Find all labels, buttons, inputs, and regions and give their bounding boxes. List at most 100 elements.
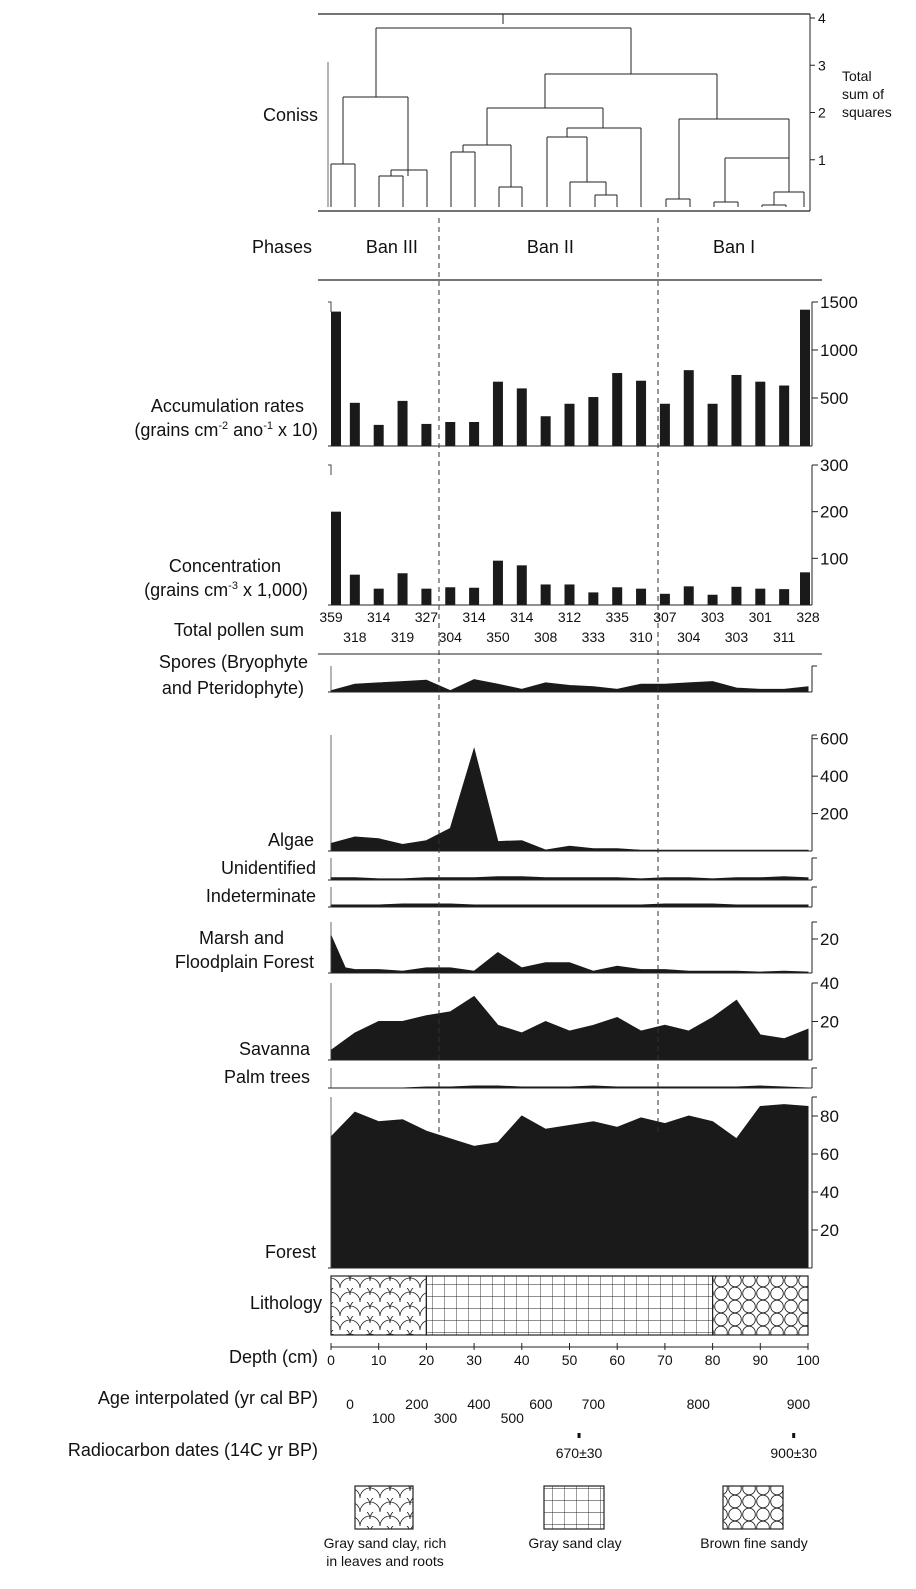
concentration-label-2: (grains cm-3 x 1,000) [144, 580, 308, 600]
curve-area [330, 876, 809, 881]
curve-tick-label: 80 [820, 1107, 839, 1126]
accumulation-bar [331, 311, 341, 446]
concentration-bar [540, 584, 551, 605]
coniss-axis-label-2: sum of [842, 86, 884, 102]
curve-label: Indeterminate [206, 886, 316, 906]
curve-area [330, 1104, 809, 1269]
curve-area [330, 903, 809, 908]
pollen-sum-bottom: 304 [439, 629, 463, 645]
curve-tick-label: 200 [820, 805, 848, 824]
pollen-sum-bottom: 319 [391, 629, 415, 645]
curve-unidentified: Unidentified [221, 857, 817, 881]
pollen-sum-label: Total pollen sum [174, 620, 304, 640]
depth-tick-label: 30 [466, 1352, 482, 1368]
curve-tick-label: 400 [820, 767, 848, 786]
concentration-bar [731, 586, 742, 605]
curve-tick-label: 40 [820, 974, 839, 993]
curve-label: and Pteridophyte) [162, 678, 304, 698]
concentration-bar [659, 593, 670, 605]
curve-spores-bryophyte-and-pteridophyte: Spores (Bryophyte and Pteridophyte) [159, 652, 817, 698]
accumulation-bar [800, 309, 810, 446]
accumulation-bar [349, 402, 360, 446]
lithology-panel: Lithology [250, 1275, 809, 1336]
concentration-bar [683, 586, 694, 605]
concentration-label-1: Concentration [169, 556, 281, 576]
age-tick-upper: 0 [346, 1396, 354, 1412]
phase-ban-i: Ban I [713, 237, 755, 257]
accumulation-label-1: Accumulation rates [151, 396, 304, 416]
pollen-sum-top: 328 [796, 609, 820, 625]
concentration-bar [492, 560, 503, 605]
coniss-tick-label: 3 [818, 57, 826, 73]
pollen-sum-bottom: 303 [725, 629, 749, 645]
depth-tick-label: 80 [705, 1352, 721, 1368]
curve-algae: 200 400 600 Algae [268, 730, 848, 852]
legend-label-scales-1: Gray sand clay, rich [324, 1535, 447, 1551]
coniss-panel: 1 2 3 4 Coniss Total sum of squares [263, 10, 892, 212]
depth-tick-label: 100 [796, 1352, 820, 1368]
curve-tick-label: 20 [820, 1221, 839, 1240]
lithology-circles [711, 1275, 809, 1336]
age-tick-lower: 100 [372, 1410, 396, 1426]
radiocarbon-marker [577, 1433, 581, 1438]
age-tick-lower: 300 [434, 1410, 458, 1426]
phases-label: Phases [252, 237, 312, 257]
age-tick-lower: 500 [501, 1410, 525, 1426]
depth-tick-label: 70 [657, 1352, 673, 1368]
pollen-sum-top: 314 [510, 609, 534, 625]
concentration-bar [707, 594, 718, 605]
accumulation-tick-label: 500 [820, 389, 848, 408]
depth-tick-label: 90 [753, 1352, 769, 1368]
accumulation-bar [492, 381, 503, 446]
pollen-sum-top: 327 [415, 609, 439, 625]
pollen-sum-top: 312 [558, 609, 582, 625]
concentration-tick-label: 200 [820, 503, 848, 522]
depth-tick-label: 50 [562, 1352, 578, 1368]
legend-swatch-circles [722, 1485, 784, 1530]
pollen-sum-top: 359 [319, 609, 343, 625]
accumulation-bar [469, 422, 480, 446]
accumulation-bar [373, 424, 384, 446]
accumulation-bar [779, 385, 790, 446]
age-tick-upper: 400 [467, 1396, 491, 1412]
age-axis: Age interpolated (yr cal BP) 0 200 400 600 7… [98, 1388, 810, 1426]
radiocarbon-marker [792, 1433, 796, 1438]
concentration-bar [564, 584, 575, 605]
curves-panel: Spores (Bryophyte and Pteridophyte) 200 400… [159, 652, 848, 1269]
accumulation-bar [636, 380, 647, 446]
lithology-grid [425, 1275, 714, 1336]
accumulation-bar [564, 403, 575, 446]
lithology-scales [330, 1275, 428, 1336]
concentration-tick-label: 100 [820, 549, 848, 568]
curve-label: Marsh and [199, 928, 284, 948]
depth-axis: Depth (cm) 0 10 20 30 40 50 60 70 80 90 100 [229, 1343, 820, 1368]
concentration-bar [612, 587, 623, 605]
concentration-tick-label: 300 [820, 456, 848, 475]
accumulation-bar [421, 423, 432, 446]
depth-tick-label: 40 [514, 1352, 530, 1368]
phase-ban-iii: Ban III [366, 237, 418, 257]
curve-palm-trees: Palm trees [224, 1067, 817, 1089]
concentration-bar [469, 587, 480, 605]
curve-area [330, 995, 809, 1061]
legend-swatch-grid [543, 1485, 605, 1530]
depth-tick-label: 20 [419, 1352, 435, 1368]
accumulation-bar [731, 374, 742, 446]
pollen-sum-top: 314 [367, 609, 391, 625]
curve-label: Spores (Bryophyte [159, 652, 308, 672]
concentration-bar [421, 588, 432, 605]
curve-tick-label: 40 [820, 1183, 839, 1202]
zone-boundaries [438, 218, 659, 1132]
pollen-sum-bottom: 333 [582, 629, 606, 645]
age-tick-upper: 700 [582, 1396, 606, 1412]
pollen-sum-top: 303 [701, 609, 725, 625]
accumulation-panel: 500 1000 1500 Accumulation rates (grains c… [134, 293, 858, 447]
curve-label: Unidentified [221, 858, 316, 878]
curve-label: Savanna [239, 1039, 311, 1059]
pollen-sum-bottom: 350 [486, 629, 510, 645]
curve-tick-label: 60 [820, 1145, 839, 1164]
legend-swatch-scales [354, 1485, 414, 1530]
curve-indeterminate: Indeterminate [206, 886, 817, 908]
concentration-bar [636, 588, 647, 605]
